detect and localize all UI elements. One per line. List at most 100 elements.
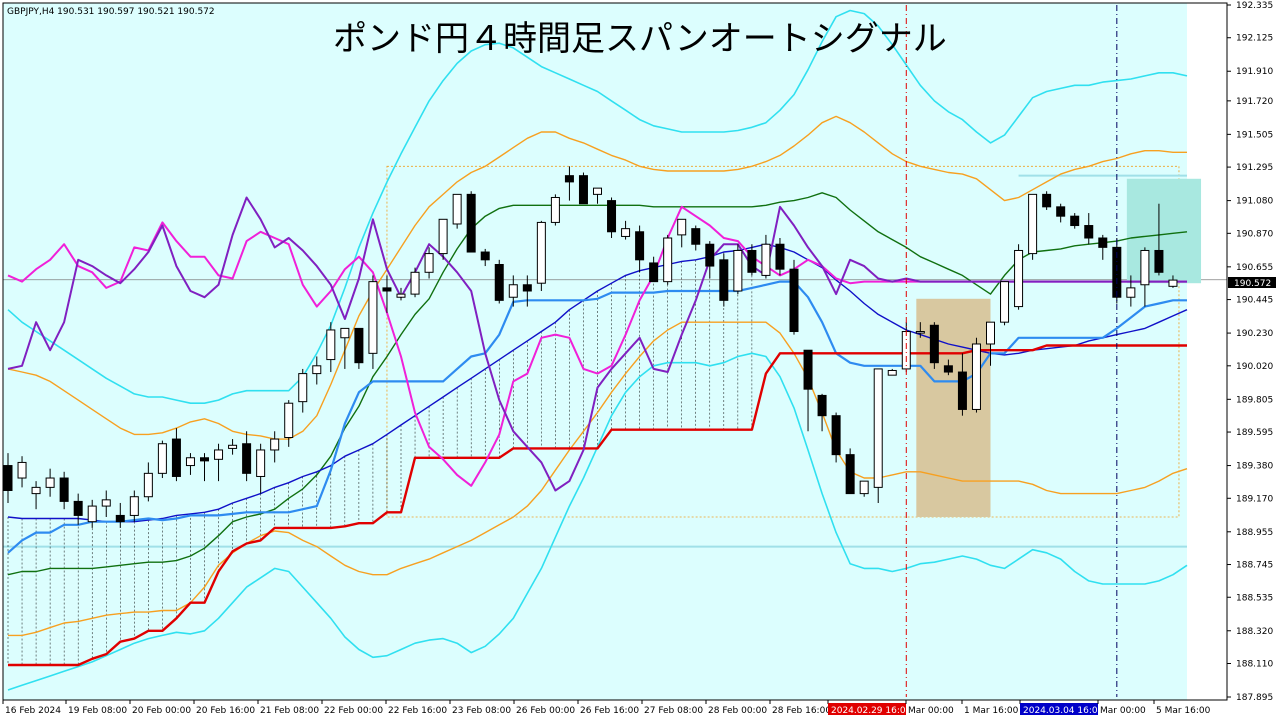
- candle: [480, 248, 490, 267]
- candle-body: [17, 461, 27, 479]
- candle-body: [1014, 249, 1024, 308]
- candle: [101, 490, 111, 517]
- candle: [87, 499, 97, 528]
- y-tick-label: 190.870: [1236, 229, 1273, 239]
- candle: [621, 220, 631, 240]
- x-tick-label: 26 Feb 00:00: [516, 706, 575, 716]
- candle-body: [3, 465, 13, 491]
- candle-body: [45, 477, 55, 488]
- chart-title: ポンド円４時間足スパンオートシグナル: [333, 19, 947, 59]
- candle: [157, 440, 167, 479]
- y-tick-label: 188.110: [1236, 659, 1273, 669]
- candle: [31, 481, 41, 510]
- candle: [691, 225, 701, 251]
- candle: [536, 220, 546, 291]
- candle: [185, 453, 195, 475]
- candle-body: [915, 331, 925, 334]
- x-tick-label: 19 Feb 08:00: [68, 706, 127, 716]
- candle-body: [929, 324, 939, 364]
- candle: [115, 502, 125, 528]
- candle-body: [157, 443, 167, 474]
- candle: [1126, 275, 1136, 307]
- y-tick-label: 188.955: [1236, 528, 1273, 538]
- y-tick-label: 191.080: [1236, 197, 1273, 207]
- y-tick-label: 189.380: [1236, 462, 1273, 472]
- candle-body: [185, 457, 195, 467]
- candle-body: [705, 243, 715, 267]
- candle-body: [522, 284, 532, 292]
- candle-body: [817, 394, 827, 417]
- x-tick-label: 26 Feb 16:00: [580, 706, 639, 716]
- candle-body: [578, 175, 588, 205]
- candle-body: [354, 327, 364, 364]
- candle: [171, 428, 181, 482]
- candle: [775, 238, 785, 276]
- candle: [929, 322, 939, 369]
- candle: [803, 349, 813, 432]
- y-tick-label: 190.020: [1236, 362, 1273, 372]
- y-tick-label: 190.655: [1236, 263, 1273, 273]
- candle: [719, 253, 729, 307]
- candle: [340, 327, 350, 369]
- y-tick-label: 188.535: [1236, 593, 1273, 603]
- chart-plot-area: [3, 3, 1187, 700]
- candle: [564, 166, 574, 201]
- candle-body: [284, 402, 294, 438]
- candle: [508, 275, 518, 307]
- candle-body: [943, 365, 953, 373]
- candle-body: [663, 237, 673, 283]
- candle: [831, 412, 841, 463]
- candle-body: [550, 196, 560, 223]
- candle-body: [761, 243, 771, 276]
- candle-body: [73, 500, 83, 516]
- candle-body: [845, 454, 855, 495]
- range-dotted-box: [386, 165, 1180, 518]
- candle: [817, 393, 827, 432]
- candle: [382, 275, 392, 313]
- candle: [873, 368, 883, 503]
- candle: [368, 275, 378, 369]
- x-tick-label: Mar 00:00: [1100, 706, 1146, 716]
- candle-body: [873, 368, 883, 488]
- candle-body: [607, 200, 617, 233]
- y-tick-label: 189.595: [1236, 428, 1273, 438]
- y-tick-label: 190.445: [1236, 296, 1273, 306]
- candle-body: [143, 472, 153, 498]
- candle-body: [200, 457, 209, 462]
- y-tick-label: 192.125: [1236, 34, 1273, 44]
- candle: [1028, 193, 1038, 260]
- candle-body: [1084, 225, 1094, 239]
- candle-body: [494, 264, 504, 301]
- candle-body: [1098, 237, 1108, 248]
- candle-body: [1056, 206, 1066, 217]
- candle: [1140, 247, 1150, 307]
- candle: [298, 368, 308, 413]
- candle: [887, 368, 897, 376]
- candle-body: [775, 243, 785, 270]
- candle-body: [971, 343, 981, 410]
- candle-body: [1070, 215, 1080, 227]
- candle-body: [59, 477, 69, 502]
- x-tick-label: 20 Feb 16:00: [196, 706, 255, 716]
- candle: [438, 218, 448, 260]
- candle-body: [466, 193, 476, 253]
- candle-body: [115, 514, 125, 523]
- candle-body: [340, 327, 350, 339]
- candle: [578, 172, 588, 205]
- candle: [1084, 213, 1094, 245]
- x-tick-label: 1 Mar 16:00: [964, 706, 1019, 716]
- x-axis: 16 Feb 2024 19 Feb 08:00 20 Feb 00:00 20 Fe…: [2, 700, 1211, 716]
- candle: [228, 439, 238, 455]
- svg-text:190.572: 190.572: [1234, 279, 1271, 289]
- y-tick-label: 191.910: [1236, 67, 1273, 77]
- y-tick-label: 191.295: [1236, 163, 1273, 173]
- candle-body: [368, 281, 378, 354]
- candle-body: [228, 444, 238, 449]
- candle-body: [1028, 193, 1038, 255]
- candle: [17, 456, 27, 488]
- indicator-line-9: [7, 196, 1187, 492]
- candle-body: [901, 331, 911, 370]
- candle: [789, 259, 799, 335]
- candle: [326, 322, 336, 373]
